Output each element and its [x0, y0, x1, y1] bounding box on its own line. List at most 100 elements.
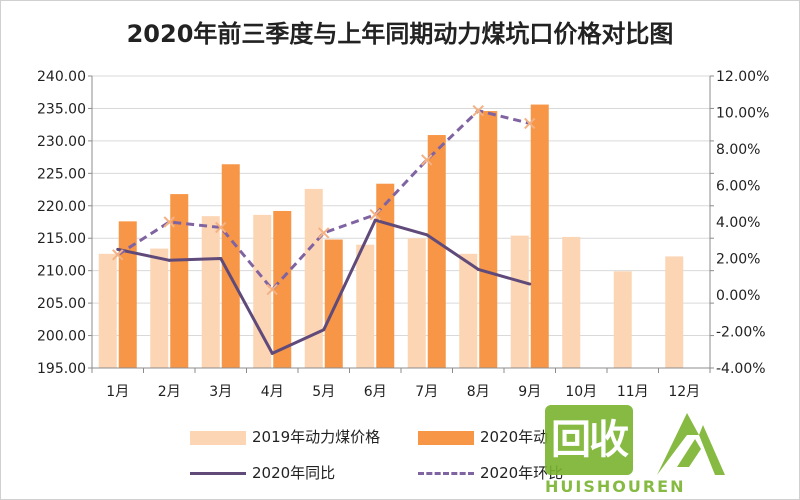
- point-yoy: [373, 218, 377, 222]
- y-left-tick-label: 220.00: [37, 199, 86, 215]
- bar-2019: [98, 253, 117, 368]
- bar-2019: [356, 244, 375, 368]
- y-left-tick-label: 230.00: [37, 134, 86, 150]
- marker-stroke: [112, 249, 124, 261]
- bar-2019: [201, 216, 220, 368]
- legend-item-2019-bar: 2019年动力煤价格: [190, 426, 380, 447]
- marker-mom: [472, 104, 484, 117]
- y-left-tick-label: 200.00: [37, 329, 86, 345]
- marker-mom: [163, 216, 175, 228]
- x-category-label: 4月: [261, 384, 284, 400]
- marker-mom: [215, 221, 227, 234]
- point-yoy: [270, 351, 274, 355]
- y-left-tick-label: 195.00: [37, 361, 86, 377]
- marker-stroke: [266, 283, 278, 296]
- bar-2020: [118, 221, 137, 368]
- y-left-tick-label: 210.00: [37, 264, 86, 280]
- legend-label-mom: 2020年环比: [480, 464, 564, 482]
- x-category-label: 11月: [617, 384, 649, 400]
- x-category-label: 7月: [415, 384, 438, 400]
- point-yoy: [528, 282, 532, 286]
- x-category-label: 2月: [158, 384, 181, 400]
- y-right-tick-label: -2.00%: [716, 325, 766, 341]
- y-left-tick-label: 240.00: [37, 69, 86, 85]
- chart-bars: [98, 104, 684, 368]
- bar-2020: [376, 183, 395, 368]
- marker-stroke: [524, 117, 536, 130]
- bar-2019: [510, 235, 529, 368]
- x-category-label: 1月: [106, 384, 129, 400]
- point-yoy: [116, 247, 120, 251]
- watermark-figure-icon: [657, 413, 725, 475]
- marker-mom: [524, 117, 536, 130]
- bar-2019: [562, 236, 581, 368]
- marker-stroke: [215, 221, 227, 234]
- marker-mom: [112, 249, 124, 261]
- bar-2020: [170, 194, 189, 368]
- y-left-tick-label: 235.00: [37, 101, 86, 117]
- legend-swatch-2019: [190, 430, 246, 445]
- legend-item-mom: 2020年环比: [418, 462, 563, 483]
- bar-2020: [221, 164, 240, 368]
- y-left-tick-label: 205.00: [37, 296, 86, 312]
- point-yoy: [167, 258, 171, 262]
- legend-label-2019: 2019年动力煤价格: [252, 428, 381, 446]
- x-category-label: 8月: [467, 384, 490, 400]
- point-yoy: [425, 233, 429, 237]
- x-category-label: 6月: [364, 384, 387, 400]
- y-right-tick-label: 12.00%: [716, 69, 769, 85]
- y-right-tick-label: -4.00%: [716, 361, 766, 377]
- legend-item-2020-bar: 2020年动: [418, 426, 548, 447]
- marker-mom: [369, 208, 381, 221]
- bar-2019: [459, 253, 478, 368]
- bar-2020: [479, 111, 498, 368]
- y-left-tick-label: 225.00: [37, 166, 86, 182]
- bar-2019: [150, 248, 169, 368]
- chart-lines: [112, 104, 536, 355]
- chart-title: 2020年前三季度与上年同期动力煤坑口价格对比图: [126, 20, 674, 48]
- bar-2020: [273, 210, 292, 368]
- legend-swatch-2020: [418, 430, 474, 445]
- marker-mom: [266, 283, 278, 296]
- x-category-label: 9月: [518, 384, 541, 400]
- x-category-label: 10月: [565, 384, 597, 400]
- bar-2020: [530, 104, 549, 368]
- watermark-mark: 回收: [545, 405, 633, 475]
- chart-tick-labels: 195.00 200.00 205.00 210.00 215.00 220.00 225.…: [37, 69, 769, 400]
- bar-2020: [427, 135, 446, 368]
- point-yoy: [476, 267, 480, 271]
- chart-axes: [88, 75, 714, 373]
- bar-2019: [665, 256, 684, 368]
- x-category-label: 5月: [312, 384, 335, 400]
- legend-swatch-yoy: [190, 472, 246, 475]
- y-right-tick-label: 2.00%: [716, 252, 760, 268]
- y-right-tick-label: 4.00%: [716, 215, 760, 231]
- y-right-tick-label: 8.00%: [716, 142, 760, 158]
- line-series-mom: [116, 109, 531, 291]
- y-right-tick-label: 6.00%: [716, 179, 760, 195]
- x-category-label: 12月: [668, 384, 700, 400]
- x-category-label: 3月: [209, 384, 232, 400]
- y-right-tick-label: 10.00%: [716, 106, 769, 122]
- y-left-tick-label: 215.00: [37, 231, 86, 247]
- point-yoy: [322, 328, 326, 332]
- bar-2019: [407, 238, 426, 368]
- legend-item-yoy: 2020年同比: [190, 462, 335, 483]
- bar-2019: [613, 271, 632, 368]
- marker-stroke: [318, 227, 330, 239]
- chart-grid: [92, 75, 710, 369]
- bar-2020: [324, 239, 343, 368]
- watermark-text: HUISHOUREN: [545, 477, 686, 496]
- marker-mom: [318, 227, 330, 239]
- y-right-tick-label: 0.00%: [716, 288, 760, 304]
- point-yoy: [219, 257, 223, 260]
- legend-label-2020: 2020年动: [480, 428, 549, 446]
- marker-stroke: [369, 208, 381, 221]
- legend-label-yoy: 2020年同比: [252, 464, 336, 482]
- marker-stroke: [472, 104, 484, 117]
- marker-mom: [421, 154, 433, 166]
- marker-stroke: [421, 154, 433, 166]
- legend-swatch-mom: [418, 472, 474, 475]
- bar-2019: [304, 188, 323, 368]
